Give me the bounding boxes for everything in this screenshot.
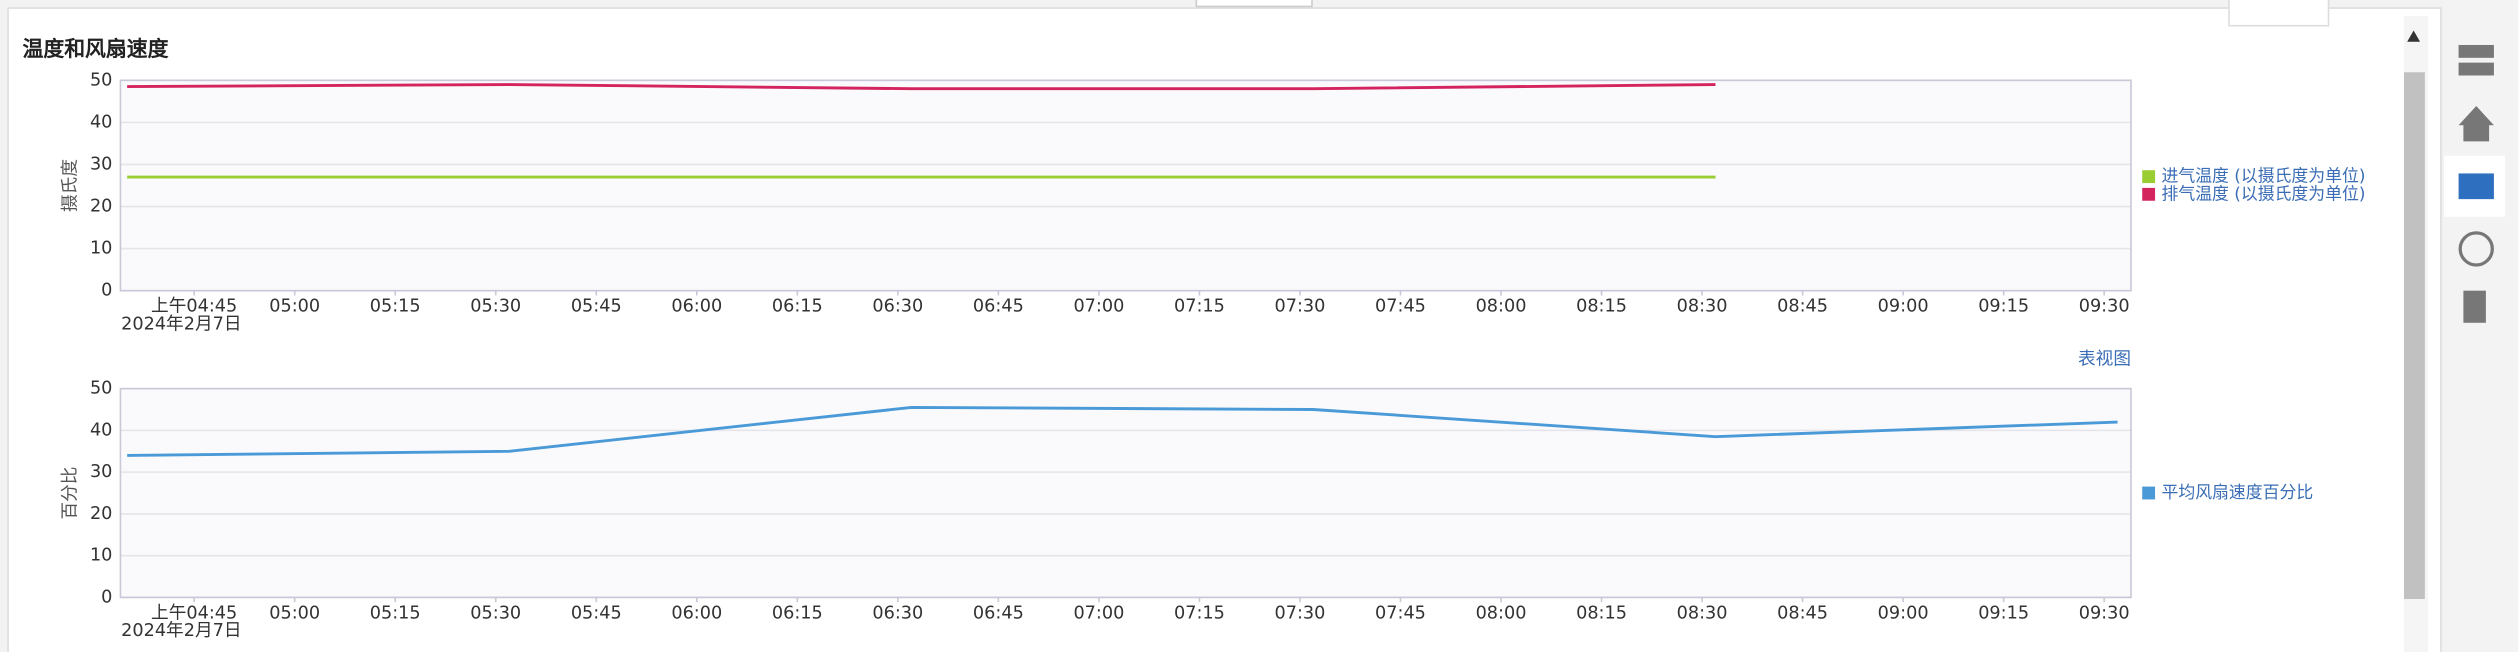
x-tick-label: 06:00 [671,603,722,623]
icon-power [2458,173,2494,200]
y-tick-label: 40 [90,420,112,440]
x-date-label: 2024年2月7日 [121,313,241,334]
y-axis-label: 百分比 [60,467,81,520]
y-tick-label: 0 [101,587,112,607]
x-tick-label: 05:30 [470,603,521,623]
x-tick-label: 05:45 [571,297,622,317]
x-tick-label: 09:30 [2079,297,2130,317]
plot-border [119,79,2132,292]
scrollbar-thumb[interactable] [2403,72,2425,599]
icon-home[interactable] [2458,105,2494,142]
x-tick-label: 05:00 [269,603,320,623]
series-line [127,83,1716,91]
series-line [127,405,2118,457]
y-tick-label: 40 [90,112,112,132]
y-tick-label: 30 [90,154,112,174]
y-tick-label: 0 [101,281,112,301]
y-tick-label: 50 [90,70,112,90]
legend-swatch [2142,170,2156,184]
legend-swatch [2142,486,2156,500]
x-tick-label: 06:15 [772,297,823,317]
panel-title: 温度和风扇速度 [22,37,168,61]
x-tick-label: 07:30 [1275,603,1326,623]
legend-label: 平均风扇速度百分比 [2161,482,2313,502]
x-tick-label: 05:00 [269,297,320,317]
x-tick-label: 06:15 [772,603,823,623]
icon-tools[interactable] [2463,290,2486,323]
x-tick-label: 07:30 [1275,297,1326,317]
plot-border [119,387,2132,599]
x-tick-label: 06:30 [872,297,923,317]
icon-servers[interactable] [2458,44,2494,58]
table-view-link[interactable]: 表视图 [2078,349,2131,370]
x-tick-label: 05:30 [470,297,521,317]
x-tick-label: 06:45 [973,297,1024,317]
x-tick-label: 09:00 [1878,603,1929,623]
x-tick-label: 05:15 [370,297,421,317]
x-tick-label: 07:00 [1073,603,1124,623]
x-tick-label: 上午04:45 [151,602,237,623]
y-tick-label: 20 [90,197,112,217]
legend-label: 排气温度 (以摄氏度为单位) [2161,183,2365,203]
x-tick-label: 08:00 [1476,297,1527,317]
sidebar-icons [2444,44,2506,323]
x-tick-label: 09:00 [1878,297,1929,317]
icon-circle[interactable] [2458,231,2494,267]
y-tick-label: 20 [90,504,112,524]
plot-area [120,80,2131,291]
x-tick-label: 07:45 [1375,603,1426,623]
x-tick-label: 09:15 [1978,603,2029,623]
x-tick-label: 08:15 [1576,603,1627,623]
x-tick-label: 08:30 [1677,297,1728,317]
x-date-label: 2024年2月7日 [121,620,241,641]
y-axis-label: 摄氏度 [60,159,81,212]
x-tick-label: 07:15 [1174,603,1225,623]
x-tick-label: 09:15 [1978,297,2029,317]
legend-label: 进气温度 (以摄氏度为单位) [2161,166,2365,186]
icon-servers-2 [2458,62,2494,76]
x-tick-label: 06:45 [973,603,1024,623]
x-tick-label: 07:45 [1375,297,1426,317]
top-tab[interactable] [1195,0,1313,8]
x-tick-label: 07:15 [1174,297,1225,317]
x-tick-label: 07:00 [1073,297,1124,317]
x-tick-label: 09:30 [2079,603,2130,623]
y-tick-label: 10 [90,239,112,259]
y-tick-label: 50 [90,379,112,399]
x-tick-label: 08:30 [1677,603,1728,623]
x-tick-label: 08:00 [1476,603,1527,623]
x-tick-label: 05:45 [571,603,622,623]
x-tick-label: 上午04:45 [151,296,237,317]
x-tick-label: 05:15 [370,603,421,623]
x-tick-label: 08:45 [1777,297,1828,317]
x-tick-label: 08:45 [1777,603,1828,623]
legend-swatch [2142,187,2156,201]
sidebar [2444,0,2518,652]
top-box[interactable] [2228,0,2330,27]
x-tick-label: 06:00 [671,297,722,317]
plot-area [120,388,2131,598]
y-tick-label: 30 [90,462,112,482]
x-tick-label: 06:30 [872,603,923,623]
x-tick-label: 08:15 [1576,297,1627,317]
y-tick-label: 10 [90,546,112,566]
scroll-up[interactable] [2407,30,2421,42]
